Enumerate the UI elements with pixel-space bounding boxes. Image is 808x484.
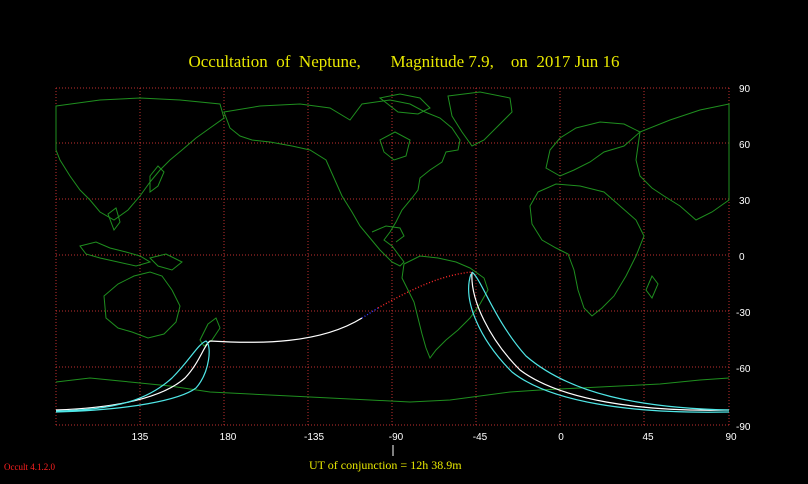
lon-tick: 0 (558, 432, 564, 443)
south-america-coast (401, 255, 489, 360)
conjunction-time-label: UT of conjunction = 12h 38.9m (309, 458, 462, 472)
coastlines (55, 91, 730, 403)
lon-tick: 45 (642, 432, 654, 443)
central-path-twilight (361, 307, 379, 319)
path-limit-west (55, 340, 210, 413)
path-limit-east-outer (468, 273, 730, 413)
lat-tick: 60 (739, 140, 751, 151)
japan-coast (149, 165, 165, 193)
lon-tick: -135 (304, 432, 324, 443)
indonesia-coast (79, 241, 152, 267)
philippines-coast (107, 207, 121, 232)
madagascar-coast (645, 275, 659, 299)
new-zealand-coast (199, 317, 221, 347)
lon-tick: 180 (220, 432, 237, 443)
lat-tick: 90 (739, 84, 751, 95)
version-label: Occult 4.1.2.0 (4, 462, 55, 472)
map-title: Occultation of Neptune, Magnitude 7.9, o… (188, 52, 620, 71)
lon-tick: -90 (389, 432, 404, 443)
central-path-line-east (471, 271, 730, 411)
path-limit-east-inner (471, 271, 730, 411)
antarctica-coast (55, 377, 730, 403)
lon-tick: 135 (132, 432, 149, 443)
australia-coast (103, 271, 181, 339)
lat-tick: -60 (736, 364, 751, 375)
longitude-tick-labels: 135 180 -135 -90 -45 0 45 90 (132, 432, 737, 443)
lat-tick: 30 (739, 196, 751, 207)
north-america-coast (223, 99, 461, 267)
lat-tick: -30 (736, 308, 751, 319)
lon-tick: -45 (473, 432, 488, 443)
new-guinea-coast (149, 253, 183, 271)
arctic-islands-coast (378, 93, 431, 115)
africa-coast (529, 183, 645, 317)
asia-coast (55, 97, 225, 221)
lon-tick: 90 (725, 432, 737, 443)
asia-west-coast (635, 103, 730, 221)
lat-tick: -90 (736, 422, 751, 433)
grid-lines (55, 87, 730, 426)
central-path-line (55, 317, 363, 411)
latitude-tick-labels: 90 60 30 0 -30 -60 -90 (736, 84, 751, 433)
lat-tick: 0 (739, 252, 745, 263)
occultation-path (55, 271, 730, 413)
hudson-bay-coast (379, 131, 411, 161)
greenland-coast (447, 91, 513, 147)
gulf-of-mexico-coast (371, 225, 405, 243)
